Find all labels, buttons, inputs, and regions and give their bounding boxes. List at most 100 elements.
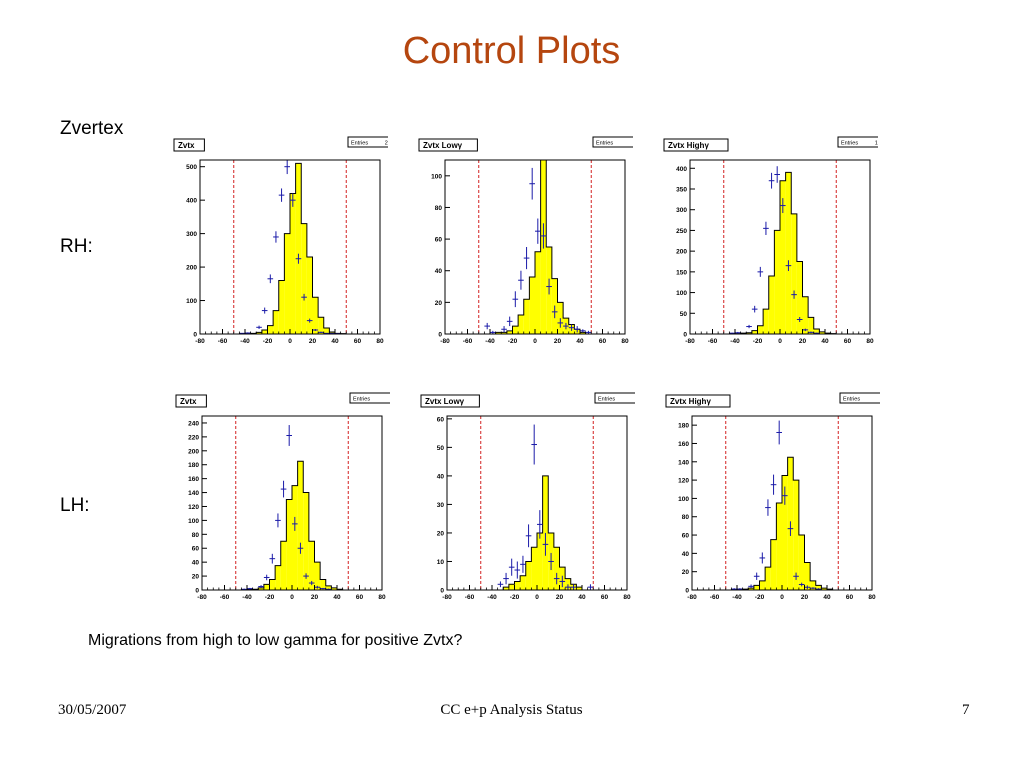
histogram-bar [531,547,537,590]
histogram-title: Zvtx Highγ [668,141,709,150]
data-point [506,316,513,327]
histogram-bar [774,230,780,334]
x-tick-label: 40 [578,594,586,601]
histogram-outline [235,460,349,590]
y-tick-label: 10 [437,559,445,566]
data-point [318,331,324,333]
stats-entries-label: Entries [598,397,615,403]
histogram-lh-low-gamma: 0 10 20 30 40 50 60 -80 -60 -40 -20 0 20 40 60 80 Zvtx L… [415,388,635,603]
data-point [280,480,287,498]
data-point [275,513,281,528]
y-tick-label: 160 [188,476,199,483]
y-tick-label: 80 [192,532,200,539]
data-point [551,305,558,319]
histogram-bar [821,588,827,590]
x-tick-label: -80 [197,594,207,601]
histogram-bar [780,180,786,334]
histogram-bar [525,561,532,590]
x-tick-label: 80 [623,594,631,601]
data-point [753,572,760,580]
data-point [559,575,566,588]
histogram-bar [529,277,535,334]
histogram-bar [273,310,279,334]
x-tick-label: -60 [708,338,718,345]
y-tick-label: 200 [188,448,199,455]
y-tick-label: 250 [676,228,687,235]
data-point [314,585,321,589]
histogram-bar [759,580,766,590]
x-tick-label: -40 [487,594,497,601]
histogram-bar [798,535,805,590]
stats-entries-label: Entries [353,397,370,403]
histogram-bar [785,172,792,334]
y-tick-label: 140 [678,459,689,466]
plot-area [235,416,349,590]
x-tick-label: 0 [288,338,292,345]
data-point [813,332,820,334]
data-point [765,499,771,516]
y-tick-label: 100 [678,496,689,503]
y-tick-label: 30 [437,502,445,509]
data-point [245,332,251,334]
data-point [512,291,519,308]
histogram-title: Zvtx Lowγ [425,397,465,406]
histogram-bar [523,299,530,334]
x-tick-label: -40 [732,594,742,601]
histogram-bar [275,565,281,590]
x-tick-label: -80 [442,594,452,601]
x-tick-label: 80 [376,338,384,345]
y-tick-label: 0 [438,332,442,339]
histogram-lh-all: 0 20 40 60 80 100 120 140 160 180 200 220 240 -80 -60-… [170,388,390,603]
x-tick-label: 80 [621,338,629,345]
y-tick-label: 50 [437,445,445,452]
stats-box [592,136,633,148]
histogram-svg: 0 20 40 60 80 100 -80 -60 -40 -20 0 20 40 60 80 Zvtx Lo… [418,136,633,345]
x-tick-label: 80 [866,338,874,345]
histogram-bar [819,331,825,334]
data-point [776,420,782,445]
x-tick-label: -20 [510,594,520,601]
title-box [175,394,207,408]
histogram-bar [763,309,769,334]
y-tick-label: 400 [676,166,687,173]
x-tick-label: 20 [554,338,562,345]
data-point [269,553,276,564]
histogram-bar [314,562,321,590]
y-tick-label: 60 [192,546,200,553]
slide-caption: Migrations from high to low gamma for po… [88,632,463,649]
data-point [546,278,552,295]
data-point [263,574,270,581]
x-tick-label: -20 [263,338,273,345]
data-point [791,290,797,299]
histogram-bar [514,581,521,590]
histogram-title: Zvtx [178,141,195,150]
data-point [770,474,777,495]
histogram-svg: 0 100 200 300 400 500 -80 -60 -40 -20 0 20 40 60 80 Zvt… [173,136,388,345]
title-box [665,394,731,408]
histogram-bar [269,579,276,590]
data-point [808,331,814,334]
title-box [663,138,729,152]
title-box [173,138,205,152]
plot-area [723,160,837,334]
data-point [729,332,735,334]
data-point [542,532,549,556]
x-tick-label: 40 [823,594,831,601]
histogram-bar [303,492,309,590]
x-tick-label: -60 [220,594,230,601]
data-point [497,581,504,588]
histogram-bar [256,332,262,334]
x-tick-label: -40 [240,338,250,345]
x-tick-label: 80 [868,594,876,601]
data-point [796,317,803,322]
x-tick-label: 60 [601,594,609,601]
x-tick-label: -20 [265,594,275,601]
data-point [535,218,541,244]
x-tick-label: 40 [331,338,339,345]
x-tick-label: -40 [242,594,252,601]
y-tick-label: 0 [193,332,197,339]
histogram-title: Zvtx Lowγ [423,141,463,150]
x-tick-label: 20 [556,594,564,601]
x-tick-label: 0 [535,594,539,601]
y-tick-label: 20 [435,300,443,307]
